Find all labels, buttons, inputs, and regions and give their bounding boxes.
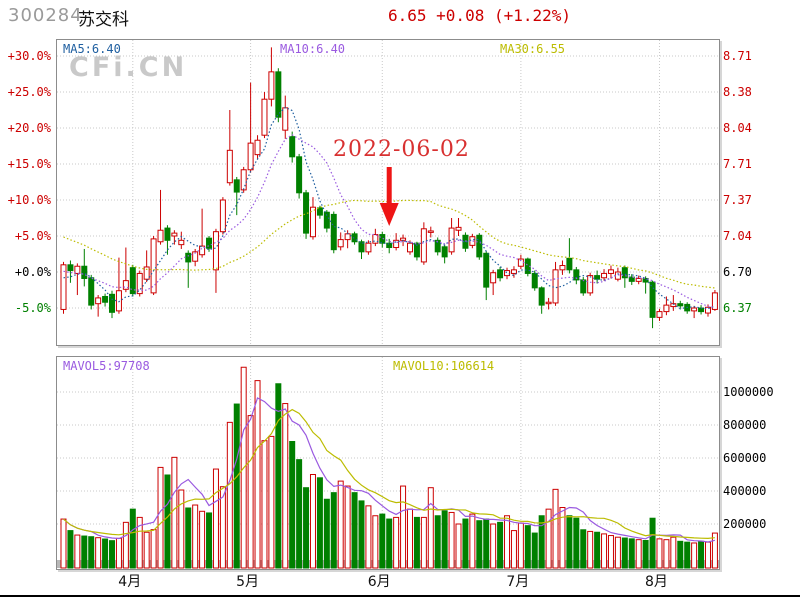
price-chart-panel[interactable]: CFi.CN MA5:6.40 MA10:6.40 MA30:6.55 2022…: [56, 39, 720, 346]
volume-chart-panel[interactable]: MAVOL5:97708 MAVOL10:106614: [56, 356, 720, 570]
ma10-legend: MA10:6.40: [280, 42, 346, 56]
price-axis-left-label: +10.0%: [7, 193, 51, 207]
month-axis-label: 6月: [367, 574, 391, 590]
annotation-date: 2022-06-02: [333, 137, 470, 162]
volume-axis-label: 400000: [723, 484, 767, 498]
stock-code: 300284: [8, 5, 83, 26]
volume-svg[interactable]: [57, 357, 719, 569]
volume-axis-label: 1000000: [723, 385, 774, 399]
price-axis-right-label: 8.71: [723, 49, 752, 63]
bottom-border-line: [0, 595, 800, 597]
month-axis-label: 4月: [118, 574, 142, 590]
annotation-arrow: [386, 167, 392, 205]
month-axis-label: 8月: [644, 574, 668, 590]
month-axis-label: 5月: [236, 574, 260, 590]
mavol10-legend: MAVOL10:106614: [393, 359, 495, 373]
candlestick-svg[interactable]: [57, 40, 719, 345]
ma5-legend: MA5:6.40: [63, 42, 121, 56]
price-axis-right-label: 6.70: [723, 265, 752, 279]
month-axis-label: 7月: [506, 574, 530, 590]
price-axis-left-label: +0.0%: [14, 265, 51, 279]
price-axis-right-label: 8.04: [723, 121, 752, 135]
volume-axis-label: 200000: [723, 517, 767, 531]
price-axis-right-label: 7.37: [723, 193, 752, 207]
price-axis-left-label: +15.0%: [7, 157, 51, 171]
ma30-legend: MA30:6.55: [500, 42, 566, 56]
price-axis-right-label: 6.37: [723, 301, 752, 315]
cfi-watermark: CFi.CN: [69, 52, 188, 83]
price-axis-right-label: 7.04: [723, 229, 752, 243]
price-axis-right-label: 7.71: [723, 157, 752, 171]
stock-name: 苏交科: [78, 10, 129, 30]
price-axis-left-label: -5.0%: [14, 301, 51, 315]
price-axis-left-label: +30.0%: [7, 49, 51, 63]
price-axis-right-label: 8.38: [723, 85, 752, 99]
price-axis-left-label: +5.0%: [14, 229, 51, 243]
price-quote: 6.65 +0.08 (+1.22%): [388, 6, 572, 25]
volume-axis-label: 800000: [723, 418, 767, 432]
volume-axis-label: 600000: [723, 451, 767, 465]
mavol5-legend: MAVOL5:97708: [63, 359, 150, 373]
price-axis-left-label: +25.0%: [7, 85, 51, 99]
price-axis-left-label: +20.0%: [7, 121, 51, 135]
